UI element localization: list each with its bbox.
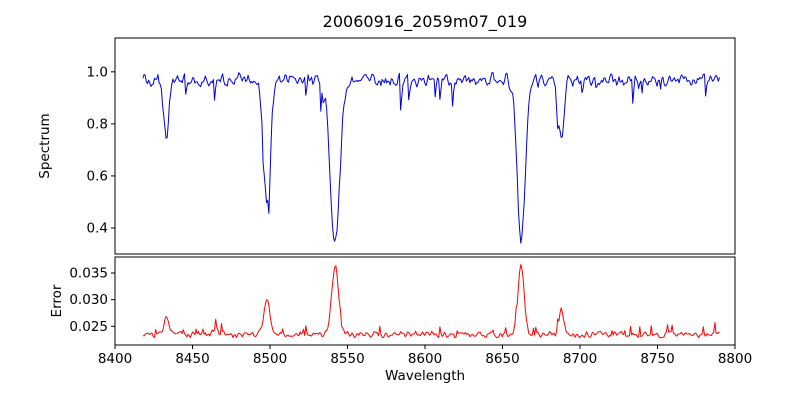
x-tick-label: 8500 xyxy=(253,351,287,367)
x-axis-label: Wavelength xyxy=(384,368,466,384)
spectrum-y-tick-label: 0.6 xyxy=(87,168,108,184)
x-tick-label: 8400 xyxy=(98,351,132,367)
error-y-tick-label: 0.025 xyxy=(69,319,108,335)
error-y-axis-label: Error xyxy=(49,284,65,318)
error-series-line xyxy=(142,264,720,339)
x-tick-label: 8650 xyxy=(485,351,519,367)
x-tick-label: 8600 xyxy=(408,351,442,367)
error-y-tick-label: 0.030 xyxy=(69,292,108,308)
spectrum-series-line xyxy=(142,72,720,244)
spectrum-y-axis-label: Spectrum xyxy=(37,113,53,179)
x-tick-label: 8750 xyxy=(640,351,674,367)
error-panel-border xyxy=(114,256,736,346)
x-tick-label: 8700 xyxy=(563,351,597,367)
spectrum-panel-border xyxy=(114,37,736,255)
x-tick-label: 8450 xyxy=(175,351,209,367)
spectrum-y-tick-label: 1.0 xyxy=(87,64,108,80)
error-y-tick-label: 0.035 xyxy=(69,266,108,282)
spectrum-y-tick-label: 0.8 xyxy=(87,116,108,132)
spectrum-y-tick-label: 0.4 xyxy=(87,220,108,236)
x-tick-label: 8800 xyxy=(718,351,752,367)
x-tick-label: 8550 xyxy=(330,351,364,367)
chart-title: 20060916_2059m07_019 xyxy=(322,12,528,31)
